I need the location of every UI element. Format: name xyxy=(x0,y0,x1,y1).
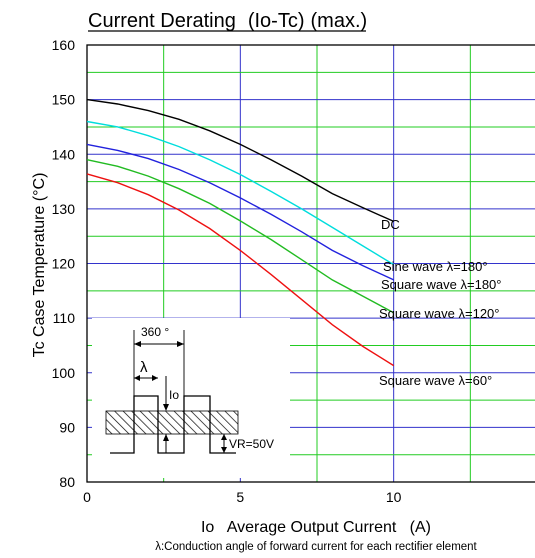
vr-label: VR=50V xyxy=(229,437,274,451)
lambda-label: λ xyxy=(140,359,148,376)
vr-arrow-top-head xyxy=(221,434,227,440)
series-label-square-180: Square wave λ=180° xyxy=(381,277,501,292)
y-tick-label: 120 xyxy=(52,256,76,272)
io-lower-arrow-head xyxy=(163,434,169,441)
period-arrow-left-head xyxy=(134,341,141,347)
x-tick-label: 0 xyxy=(83,489,91,505)
series-line-1 xyxy=(86,120,395,266)
series-label-square-60: Square wave λ=60° xyxy=(379,373,492,388)
title-main: Current Derating xyxy=(88,10,236,32)
series-line-2 xyxy=(86,143,394,281)
y-tick-label: 100 xyxy=(52,365,76,381)
series-line-4 xyxy=(86,173,395,367)
y-tick-label: 80 xyxy=(59,474,75,490)
title-underlined: (Io-Tc) xyxy=(248,10,305,32)
y-tick-label: 110 xyxy=(53,310,76,326)
series-label-dc: DC xyxy=(381,217,400,232)
series-lines xyxy=(86,98,395,367)
series-label-sine-180: Sine wave λ=180° xyxy=(383,259,488,274)
svg-text:Current Derating(Io-Tc)(max.): Current Derating (Io-Tc) (max.) xyxy=(88,10,367,32)
period-arrow-right-head xyxy=(177,341,184,347)
series-line-3 xyxy=(86,159,395,314)
y-tick-label: 160 xyxy=(52,37,76,53)
plot-frame xyxy=(86,44,535,483)
x-tick-label: 5 xyxy=(236,489,244,505)
y-axis-label: Tc Case Temperature (°C) xyxy=(31,173,48,358)
lambda-arrow-left-head xyxy=(134,375,140,381)
series-label-square-120: Square wave λ=120° xyxy=(379,306,499,321)
hatched-band xyxy=(105,410,239,435)
io-label: Io xyxy=(169,388,179,402)
inset-background xyxy=(92,318,290,478)
io-arrow-head xyxy=(163,404,169,411)
y-tick-label: 150 xyxy=(52,92,76,108)
y-tick-label: 90 xyxy=(59,419,75,435)
series-labels: DC Sine wave λ=180° Square wave λ=180° S… xyxy=(379,217,501,388)
x-tick-label: 10 xyxy=(386,489,402,505)
y-tick-label: 140 xyxy=(52,146,76,162)
period-label: 360 ° xyxy=(141,325,169,339)
footnote: λ:Conduction angle of forward current fo… xyxy=(155,541,477,553)
lambda-arrow-right-head xyxy=(152,375,158,381)
y-tick-label: 130 xyxy=(52,201,76,217)
x-tick-labels: 051015 xyxy=(83,489,402,505)
waveform-inset: 360 ° λ Io VR=50V xyxy=(92,318,290,478)
square-waveform xyxy=(110,395,236,454)
series-line-0 xyxy=(86,98,394,223)
chart-title: Current Derating (Io-Tc) (max.) xyxy=(88,10,367,32)
vr-arrow-bottom-head xyxy=(221,447,227,453)
y-tick-labels: 80 90 100 110 120 130 140 150 160 xyxy=(52,37,76,490)
title-suffix: (max.) xyxy=(311,10,368,32)
x-axis-label: Io Average Output Current (A) xyxy=(201,519,431,536)
